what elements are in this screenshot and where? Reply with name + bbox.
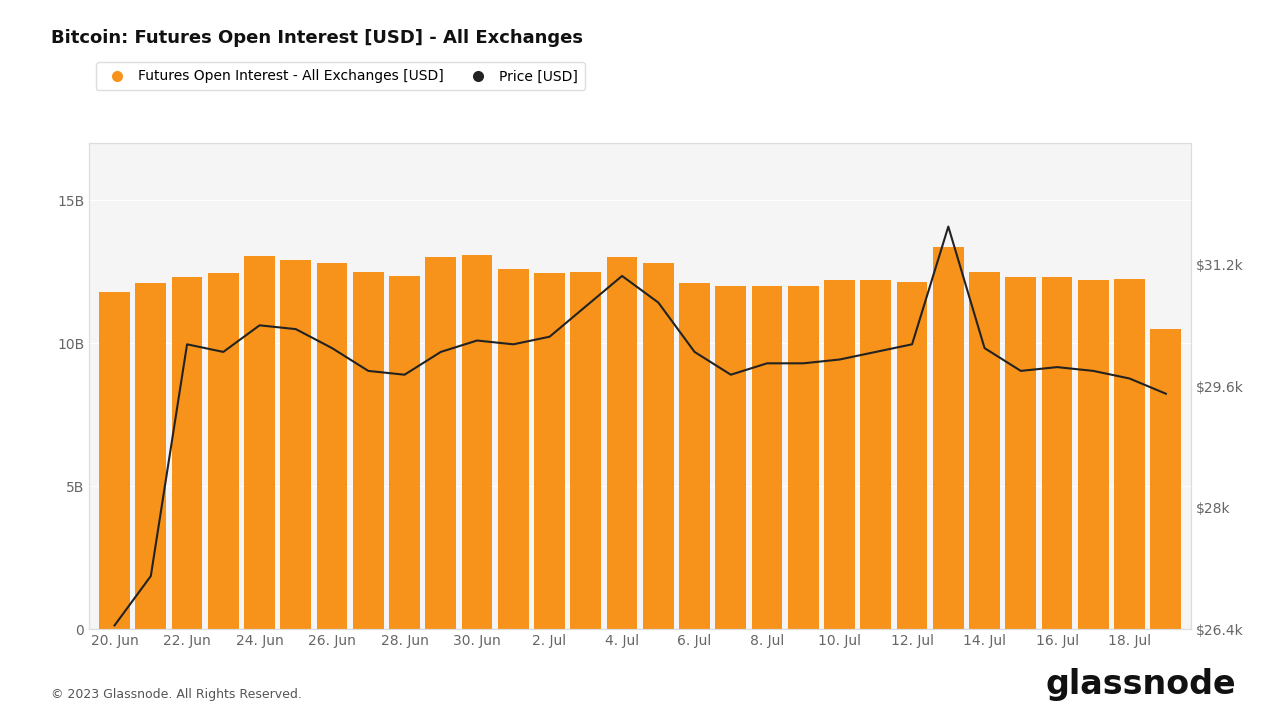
Bar xyxy=(1150,329,1181,629)
Bar xyxy=(208,273,238,629)
Bar xyxy=(606,257,637,629)
Text: glassnode: glassnode xyxy=(1045,668,1236,701)
Bar xyxy=(1078,280,1108,629)
Bar xyxy=(172,277,203,629)
Text: Bitcoin: Futures Open Interest [USD] - All Exchanges: Bitcoin: Futures Open Interest [USD] - A… xyxy=(51,29,583,46)
Bar xyxy=(897,282,927,629)
Bar xyxy=(498,269,529,629)
Legend: Futures Open Interest - All Exchanges [USD], Price [USD]: Futures Open Interest - All Exchanges [U… xyxy=(96,62,585,90)
Bar xyxy=(461,255,493,629)
Bar xyxy=(317,263,348,629)
Bar xyxy=(1042,277,1073,629)
Bar xyxy=(353,272,383,629)
Bar xyxy=(99,292,130,629)
Bar xyxy=(1115,279,1145,629)
Bar xyxy=(933,247,963,629)
Bar xyxy=(245,256,275,629)
Bar xyxy=(860,280,892,629)
Bar xyxy=(135,283,166,629)
Bar xyxy=(426,257,456,629)
Bar xyxy=(389,276,420,629)
Bar xyxy=(571,272,601,629)
Text: © 2023 Glassnode. All Rights Reserved.: © 2023 Glassnode. All Rights Reserved. xyxy=(51,688,302,701)
Bar xyxy=(1005,277,1036,629)
Bar xyxy=(716,286,747,629)
Bar xyxy=(679,283,710,629)
Bar xyxy=(534,273,564,629)
Bar xyxy=(752,286,782,629)
Bar xyxy=(824,280,855,629)
Bar xyxy=(970,272,1000,629)
Bar xyxy=(787,286,819,629)
Bar xyxy=(643,263,674,629)
Bar xyxy=(280,260,311,629)
